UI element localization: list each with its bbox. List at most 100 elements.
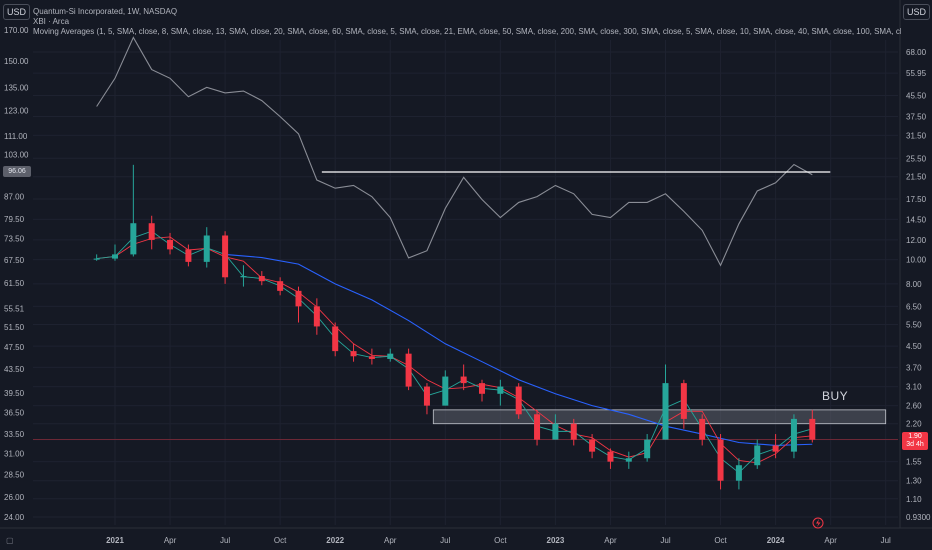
right-axis-tick-label: 6.50 [906,302,922,311]
right-axis-tick-label: 12.00 [906,236,927,245]
left-axis-tick-label: 61.50 [4,279,25,288]
grid-lines [33,40,898,525]
x-axis-tick-label: Jul [220,536,230,545]
right-axis-tick-label: 3.70 [906,363,922,372]
x-axis-tick-label: Jul [440,536,450,545]
candle-body [167,239,174,250]
right-axis-tick-label: 31.50 [906,131,927,140]
right-axis-tick-label: 1.30 [906,477,922,486]
x-axis-tick-label: Jul [881,536,891,545]
candle-body [93,258,100,260]
left-axis-tick-label: 39.50 [4,389,25,398]
candle-body [644,439,651,459]
x-axis-tick-label: Apr [164,536,177,545]
left-axis-tick-label: 26.00 [4,493,25,502]
candle-body [662,383,669,440]
right-axis-tick-label: 1.10 [906,495,922,504]
candle-body [552,423,559,440]
chart-title: Quantum-Si Incorporated, 1W, NASDAQ [33,7,178,16]
right-axis-tick-label: 2.60 [906,402,922,411]
right-axis-tick-label: 37.50 [906,112,927,121]
right-axis-tick-label: 1.55 [906,458,922,467]
candle-body [534,414,541,440]
moving-average-blue [225,253,813,447]
left-axis-tick-label: 103.00 [4,151,29,160]
left-axis-tick-label: 135.00 [4,83,29,92]
x-axis-tick-label: Apr [824,536,837,545]
compare-symbol-legend: XBI · Arca [33,17,70,26]
candle-body [754,445,761,466]
candle-body [497,386,504,394]
x-axis-tick-label: 2021 [106,536,124,545]
candle-body [295,290,302,307]
x-axis-tick-label: Oct [274,536,287,545]
candle-body [772,445,779,452]
go-to-date-icon: ▢ [6,536,14,545]
right-axis-tick-label: 14.50 [906,215,927,224]
event-lightning-glyph [816,519,821,527]
candle-body [589,439,596,452]
candle-body [350,351,357,357]
x-axis-tick-label: Oct [494,536,507,545]
x-axis-tick-label: Apr [384,536,397,545]
left-axis-tick-label: 111.00 [4,132,28,141]
candle-body [607,451,614,462]
candles [93,164,816,490]
candle-body [442,376,449,406]
right-axis-tick-label: 10.00 [906,256,927,265]
right-axis-tick-label: 8.00 [906,280,922,289]
right-axis-tick-label: 4.50 [906,342,922,351]
candle-body [717,439,724,481]
candle-body [258,276,265,282]
candle-body [185,249,192,262]
currency-badge-right[interactable]: USD [903,4,931,20]
right-axis-tick-label: 5.50 [906,320,922,329]
candle-body [332,326,339,352]
bar-countdown: 3d 4h [906,441,924,448]
x-axis-tick-label: 2024 [767,536,785,545]
buy-annotation: BUY [822,389,849,403]
candle-body [240,276,247,278]
currency-badge-left[interactable]: USD [3,4,31,20]
left-axis-tick-label: 24.00 [4,513,25,522]
moving-average-red [96,236,813,464]
candle-body [735,465,742,481]
candle-body [130,223,137,255]
left-axis-tick-label: 36.50 [4,409,25,418]
right-axis-tick-label: 68.00 [906,48,927,57]
left-axis-tick-label: 33.50 [4,430,25,439]
last-price-tag: 1.90 3d 4h [902,432,928,450]
left-axis-tick-label: 73.50 [4,235,25,244]
left-axis-tick-label: 67.50 [4,256,25,265]
x-axis-tick-label: 2022 [326,536,344,545]
candle-body [387,353,394,359]
right-axis-tick-label: 21.50 [906,173,927,182]
candle-body [625,458,632,462]
candle-body [790,418,797,452]
candle-body [368,356,375,359]
right-axis-tick-label: 45.50 [906,92,927,101]
left-axis-tick-label: 47.50 [4,343,25,352]
candle-body [277,281,284,291]
last-price-value: 1.90 [908,433,922,440]
left-axis-tick-label: 150.00 [4,57,29,66]
right-axis-tick-label: 25.50 [906,154,927,163]
moving-averages-legend: Moving Averages (1, 5, SMA, close, 8, SM… [33,27,901,36]
candle-body [112,254,118,259]
right-axis-tick-label: 2.20 [906,420,922,429]
event-lightning-icon [812,517,824,529]
left-axis-tick-label: 87.00 [4,193,25,202]
left-last-value-tag: 96.06 [3,166,31,177]
left-axis-tick-label: 123.00 [4,107,29,116]
right-axis-tick-label: 17.50 [906,195,927,204]
xbi-compare-line [96,36,813,267]
right-axis-tick-label: 3.10 [906,383,922,392]
candle-body [423,386,430,406]
left-axis-tick-label: 170.00 [4,26,29,35]
candle-body [222,235,229,278]
candle-body [680,383,687,419]
candle-body [479,383,485,394]
left-axis-tick-label: 51.50 [4,323,25,332]
